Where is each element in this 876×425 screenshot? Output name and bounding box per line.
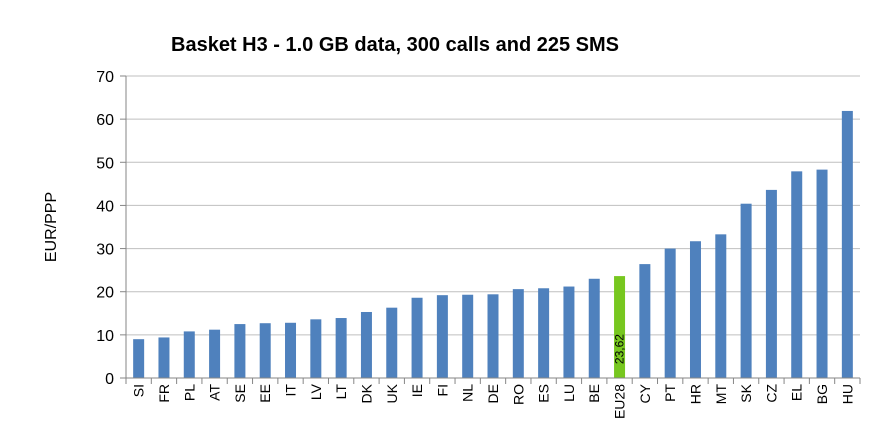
x-tick-label: UK xyxy=(384,383,400,403)
bar-ro xyxy=(512,289,524,378)
x-tick-label: NL xyxy=(460,384,476,402)
x-tick-label: AT xyxy=(207,384,223,401)
bar-ie xyxy=(411,297,423,378)
x-tick-label: IE xyxy=(409,384,425,397)
bar-si xyxy=(133,339,145,378)
x-tick-label: LV xyxy=(308,383,324,400)
bar-fr xyxy=(158,337,170,378)
axes xyxy=(125,76,860,379)
y-axis-label: EUR/PPP xyxy=(43,192,60,262)
bar-pt xyxy=(664,248,676,378)
y-tick-label: 0 xyxy=(105,371,114,388)
x-tick-label: FI xyxy=(434,384,450,396)
bar-fi xyxy=(436,295,448,378)
bar-mt xyxy=(715,234,727,378)
x-tick-label: FR xyxy=(156,384,172,403)
bar-be xyxy=(588,278,600,378)
x-tick-label: PL xyxy=(181,384,197,401)
x-tick-label: CY xyxy=(637,383,653,403)
bar-cy xyxy=(639,264,651,378)
bars: 23,62 xyxy=(133,110,853,379)
x-tick-label: PT xyxy=(662,384,678,402)
x-tick-label: RO xyxy=(510,384,526,405)
bar-ee xyxy=(259,323,271,378)
bar-dk xyxy=(360,311,372,378)
y-tick-label: 10 xyxy=(96,328,114,345)
bar-lu xyxy=(563,286,575,378)
x-tick-label: SE xyxy=(232,384,248,403)
bar-lt xyxy=(335,318,347,378)
x-tick-label: IT xyxy=(283,384,299,397)
bar-pl xyxy=(183,331,195,378)
x-tick-label: SK xyxy=(738,383,754,402)
x-tick-label: SI xyxy=(131,384,147,397)
y-tick-labels: 0 10 20 30 40 50 60 70 xyxy=(96,69,114,388)
bar-eu28 xyxy=(614,276,626,378)
y-tick-label: 60 xyxy=(96,112,114,129)
x-tick-label: EL xyxy=(789,384,805,401)
bar-de xyxy=(487,294,499,378)
x-tick-label: CZ xyxy=(763,384,779,403)
y-tick-label: 70 xyxy=(96,69,114,86)
data-label-eu28: 23,62 xyxy=(613,334,627,364)
bar-cz xyxy=(765,189,777,378)
y-tick-label: 30 xyxy=(96,242,114,259)
bar-at xyxy=(209,329,221,378)
x-tick-labels: SI FR PL AT SE EE IT LV LT DK UK IE FI NL DE RO ES LU BE EU… xyxy=(131,383,856,419)
x-tick-label: LU xyxy=(561,384,577,402)
bar-it xyxy=(285,322,297,378)
x-tick-label: HU xyxy=(839,384,855,404)
x-tick-label: ES xyxy=(536,384,552,403)
bar-bg xyxy=(816,169,828,378)
y-tick-label: 20 xyxy=(96,285,114,302)
chart-title: Basket H3 - 1.0 GB data, 300 calls and 2… xyxy=(171,34,619,56)
bar-lv xyxy=(310,319,322,378)
x-tick-label: EE xyxy=(257,384,273,403)
y-tick-label: 40 xyxy=(96,198,114,215)
bar-uk xyxy=(386,307,398,378)
x-tick-label: DE xyxy=(485,384,501,403)
x-tick-label: BG xyxy=(814,384,830,404)
x-tick-label: LT xyxy=(333,384,349,400)
x-tick-label: DK xyxy=(358,383,374,403)
x-tick-label: HR xyxy=(687,384,703,404)
y-tick-label: 50 xyxy=(96,155,114,172)
bar-sk xyxy=(740,203,752,378)
bar-el xyxy=(791,171,803,378)
x-tick-label: EU28 xyxy=(612,384,628,419)
bar-se xyxy=(234,324,246,378)
x-tick-label: MT xyxy=(713,384,729,405)
x-tick-label: BE xyxy=(586,384,602,403)
bar-hr xyxy=(689,241,701,378)
bar-hu xyxy=(841,110,853,379)
bar-es xyxy=(538,288,550,378)
bar-nl xyxy=(462,294,474,378)
gridlines xyxy=(120,75,861,384)
